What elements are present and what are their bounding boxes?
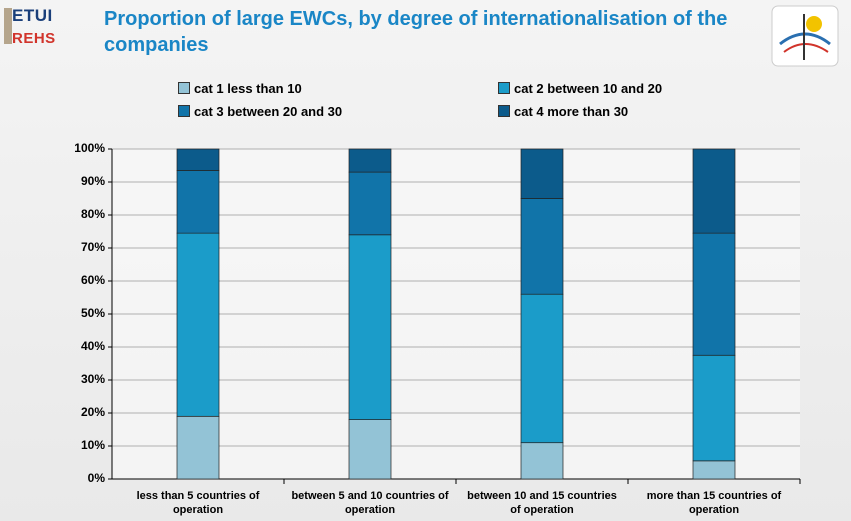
bar-segment <box>692 354 736 462</box>
legend-swatch <box>498 105 510 117</box>
bar-segment <box>348 148 392 173</box>
legend-item: cat 4 more than 30 <box>498 104 628 119</box>
y-tick-label: 20% <box>81 405 105 419</box>
legend-label: cat 2 between 10 and 20 <box>514 81 663 96</box>
logo-text: ETUI <box>12 6 53 25</box>
logo-icon <box>771 5 839 67</box>
bar-segment <box>692 232 736 356</box>
legend-swatch <box>498 82 510 94</box>
y-tick-label: 10% <box>81 438 105 452</box>
y-tick-label: 0% <box>88 471 106 485</box>
y-tick-label: 60% <box>81 273 105 287</box>
y-tick-label: 70% <box>81 240 105 254</box>
legend-item: cat 3 between 20 and 30 <box>178 104 342 119</box>
bar-segment <box>692 148 736 234</box>
legend-swatch <box>178 82 190 94</box>
bar-segment <box>348 419 392 480</box>
bar-segment <box>348 234 392 420</box>
bar-segment <box>692 460 736 480</box>
y-tick-label: 100% <box>74 141 105 155</box>
y-tick-label: 30% <box>81 372 105 386</box>
legend-item: cat 2 between 10 and 20 <box>498 81 662 96</box>
logo-bar <box>4 8 12 44</box>
x-tick-label: less than 5 countries of operation <box>136 490 260 516</box>
legend-label: cat 1 less than 10 <box>194 81 302 96</box>
x-tick-label: between 5 and 10 countries of operation <box>291 490 449 516</box>
y-tick-label: 80% <box>81 207 105 221</box>
legend-item: cat 1 less than 10 <box>178 81 302 96</box>
bar-segment <box>520 442 564 480</box>
logo-text: REHS <box>12 30 56 47</box>
bar-segment <box>176 170 220 234</box>
bar-segment <box>520 198 564 295</box>
bar-segment <box>520 148 564 199</box>
legend-label: cat 3 between 20 and 30 <box>194 104 343 119</box>
bar-segment <box>348 171 392 236</box>
chart-title: Proportion of large EWCs, by degree of i… <box>104 8 728 56</box>
x-tick-label: between 10 and 15 countries of operation <box>467 490 617 516</box>
bar-segment <box>176 415 220 480</box>
bar-segment <box>176 232 220 417</box>
bar-segment <box>520 293 564 444</box>
legend-label: cat 4 more than 30 <box>514 104 629 119</box>
y-tick-label: 50% <box>81 306 105 320</box>
legend-swatch <box>178 105 190 117</box>
y-tick-label: 90% <box>81 174 105 188</box>
x-tick-label: more than 15 countries of operation <box>646 490 782 516</box>
y-tick-label: 40% <box>81 339 105 353</box>
bar-segment <box>176 148 220 171</box>
